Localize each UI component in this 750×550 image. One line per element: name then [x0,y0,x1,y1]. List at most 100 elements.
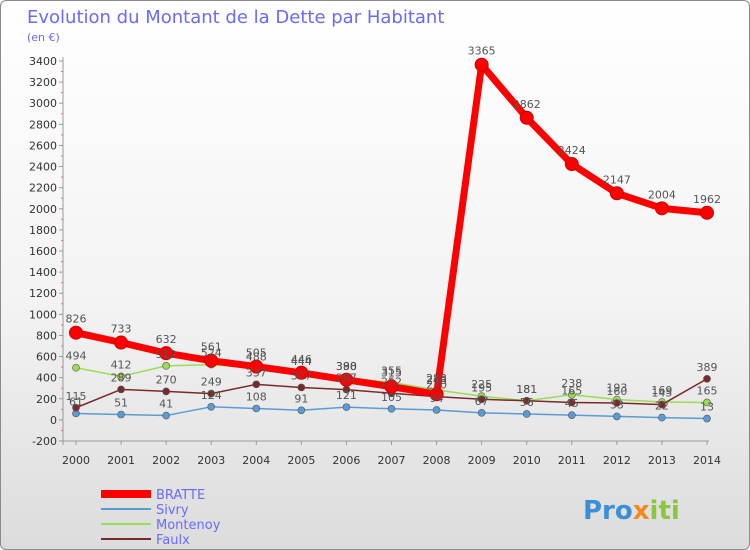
data-label-bratte: 2862 [513,98,541,111]
data-label-bratte: 632 [156,333,177,346]
data-point-faulx [72,403,80,412]
y-tick-label: 2400 [29,161,57,174]
data-label-bratte: 315 [381,367,402,380]
data-label-bratte: 380 [336,360,357,373]
data-label-faulx: 287 [336,372,357,385]
y-tick-label: 1800 [29,224,57,237]
data-label-sivry: 108 [246,390,267,403]
data-label-montenoy: 193 [606,382,627,395]
data-label-faulx: 160 [606,385,627,398]
x-tick-label: 2014 [693,454,721,467]
data-label-sivry: 94 [430,392,444,405]
data-label-bratte: 826 [66,313,87,326]
y-tick-label: 1000 [29,308,57,321]
data-label-sivry: 13 [700,401,714,414]
data-point-faulx [297,383,306,392]
data-point-faulx [522,396,531,405]
data-point-bratte [204,353,219,368]
x-tick-label: 2002 [152,454,180,467]
legend-label-bratte: BRATTE [156,488,205,503]
data-point-bratte [384,379,399,394]
data-point-sivry [477,409,486,417]
data-label-sivry: 105 [381,391,402,404]
logo-text: Proxiti [583,496,680,526]
data-label-montenoy: 225 [471,378,492,391]
data-point-sivry [387,405,396,413]
data-label-sivry: 33 [610,398,624,411]
data-point-sivry [342,403,351,411]
data-label-sivry: 45 [565,397,579,410]
data-point-faulx [567,398,576,407]
data-label-montenoy: 355 [381,364,402,377]
data-label-montenoy: 169 [651,384,672,397]
data-point-faulx [477,395,486,404]
data-label-faulx: 145 [651,387,672,400]
data-point-faulx [162,387,170,396]
data-point-sivry [522,410,531,418]
data-point-bratte [294,365,309,380]
data-point-faulx [658,400,666,409]
data-label-bratte: 446 [291,353,312,366]
data-label-montenoy: 494 [66,350,87,363]
y-tick-label: 800 [36,329,57,342]
data-point-montenoy [72,363,80,372]
y-tick-label: 2200 [29,182,57,195]
y-tick-label: 200 [36,393,57,406]
data-point-sivry [252,404,261,413]
data-label-bratte: 1962 [693,193,721,206]
data-point-bratte [159,346,174,361]
data-point-faulx [117,385,125,394]
data-point-sivry [658,413,666,422]
y-tick-label: 3000 [29,97,57,110]
chart-subtitle: (en €) [27,31,60,44]
y-tick-label: 3200 [29,76,57,89]
data-label-faulx: 115 [66,390,87,403]
data-point-faulx [613,399,621,407]
data-label-sivry: 61 [69,395,83,408]
y-tick-label: 2600 [29,139,57,152]
data-point-bratte [429,387,444,402]
data-label-faulx: 270 [156,373,177,386]
data-label-montenoy: 412 [111,358,132,371]
data-label-montenoy: 524 [201,347,222,360]
data-label-sivry: 22 [655,400,669,413]
y-tick-label: 1600 [29,245,57,258]
x-tick-label: 2008 [423,454,451,467]
y-tick-label: 400 [36,372,57,385]
y-tick-label: -200 [32,435,57,448]
data-point-sivry [613,412,621,421]
y-tick-label: 600 [36,351,57,364]
data-label-montenoy: 181 [516,383,537,396]
data-label-bratte: 505 [246,347,267,360]
data-point-montenoy [567,390,576,399]
x-axis: 2000 2001 2002 2003 2004 2005 2006 2007 2008 2009… [62,440,721,467]
data-point-bratte [474,57,489,72]
y-tick-label: 1400 [29,266,57,279]
data-point-bratte [519,110,534,125]
data-label-montenoy: 512 [156,348,177,361]
data-point-montenoy [703,398,711,407]
data-label-bratte: 561 [201,341,222,354]
x-tick-label: 2013 [648,454,676,467]
data-point-montenoy [162,362,170,370]
data-point-faulx [703,375,711,383]
data-point-sivry [207,402,216,411]
data-label-faulx: 337 [246,366,267,379]
y-tick-label: 1200 [29,287,57,300]
data-point-bratte [654,201,669,216]
data-label-sivry: 56 [520,396,534,409]
data-label-faulx: 195 [471,381,492,394]
data-label-bratte: 243 [426,374,447,387]
data-label-bratte: 2424 [558,144,586,157]
x-tick-label: 2012 [603,454,631,467]
x-tick-label: 2004 [242,454,270,467]
x-tick-label: 2011 [558,454,586,467]
data-label-bratte: 3365 [468,45,496,58]
x-tick-label: 2010 [513,454,541,467]
data-label-faulx: 165 [561,384,582,397]
y-tick-label: 2800 [29,118,57,131]
data-label-faulx: 220 [426,379,447,392]
data-label-montenoy: 165 [697,384,718,397]
